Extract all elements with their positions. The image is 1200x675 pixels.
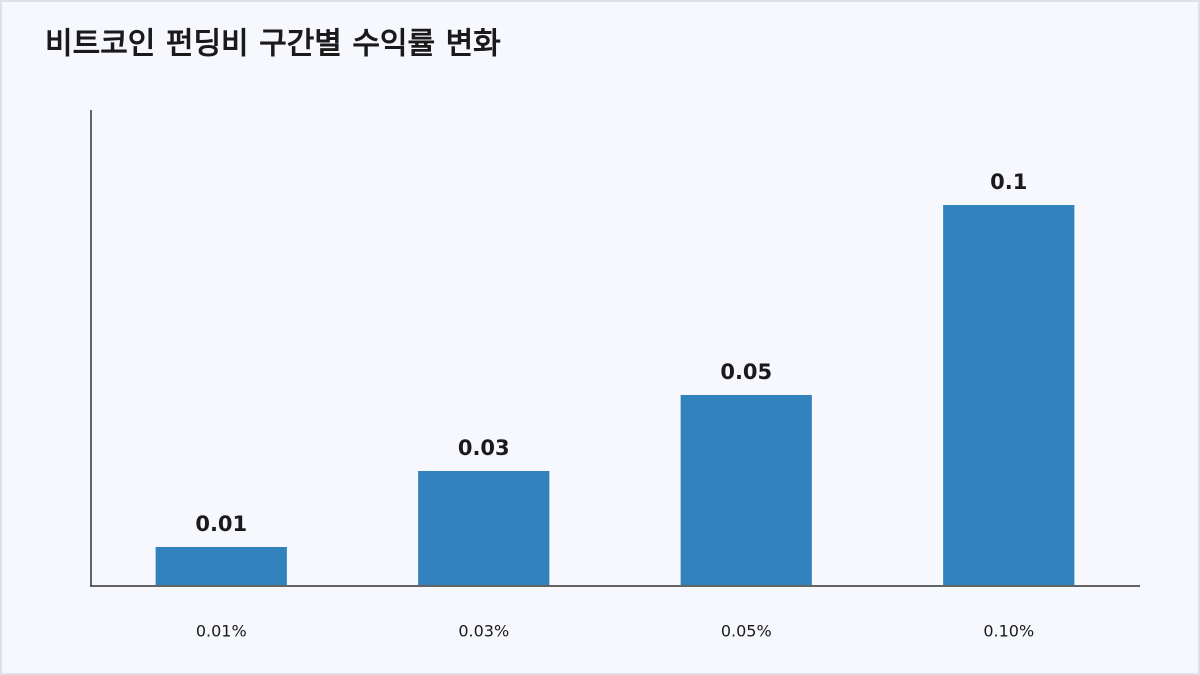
x-tick-label: 0.10% xyxy=(983,622,1034,641)
x-tick-label: 0.03% xyxy=(458,622,509,641)
bar xyxy=(680,395,812,585)
data-label: 0.03 xyxy=(458,436,510,460)
chart-title: 비트코인 펀딩비 구간별 수익률 변화 xyxy=(45,27,501,62)
bar xyxy=(155,547,287,585)
x-tick-label: 0.01% xyxy=(196,622,247,641)
data-label: 0.01 xyxy=(195,512,247,536)
x-tick-label: 0.05% xyxy=(721,622,772,641)
bar xyxy=(418,471,550,585)
data-label: 0.05 xyxy=(720,360,772,384)
bar xyxy=(943,205,1075,585)
data-label: 0.1 xyxy=(990,170,1027,194)
